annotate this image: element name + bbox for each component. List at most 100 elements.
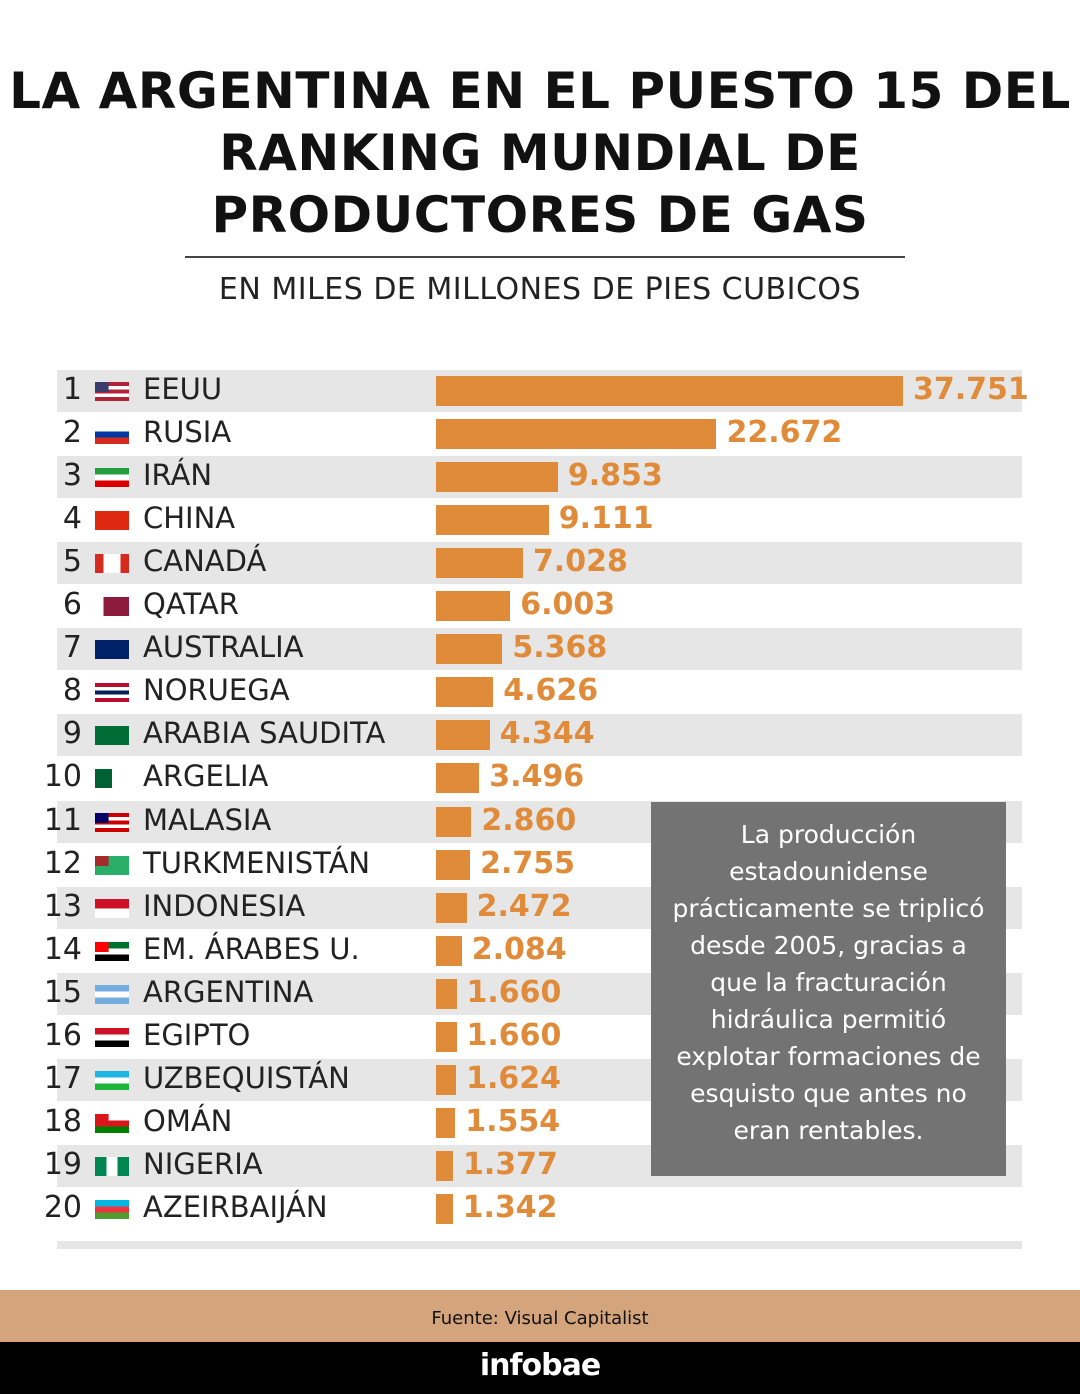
rank-label: 4: [62, 501, 82, 537]
table-row: 4 CHINA 9.111: [57, 499, 1022, 541]
bar: [436, 892, 467, 923]
country-label: UZBEQUISTÁN: [143, 1060, 350, 1095]
bar: [436, 720, 490, 751]
country-label: CANADÁ: [143, 544, 267, 579]
rank-label: 7: [62, 630, 82, 666]
country-label: OMÁN: [143, 1103, 233, 1138]
value-label: 22.672: [726, 415, 843, 451]
flag-icon: [95, 554, 129, 574]
value-label: 9.111: [558, 501, 654, 537]
rank-label: 20: [43, 1189, 82, 1225]
bar: [436, 1064, 457, 1095]
bar: [436, 591, 511, 622]
country-label: EGIPTO: [143, 1017, 251, 1052]
rank-label: 3: [62, 458, 82, 494]
country-label: ARGENTINA: [143, 974, 314, 1009]
flag-icon: [95, 1156, 129, 1176]
value-label: 4.344: [499, 716, 595, 752]
value-label: 1.624: [466, 1060, 561, 1096]
country-label: ARABIA SAUDITA: [143, 716, 386, 751]
table-row: 1 EEUU 37.751: [57, 370, 1029, 412]
bar: [436, 1021, 457, 1052]
table-row: 3 IRÁN 9.853: [57, 456, 1022, 499]
bar: [436, 763, 480, 794]
value-label: 3.496: [489, 759, 585, 795]
rank-label: 10: [43, 759, 82, 795]
table-row: 6 QATAR 6.003: [57, 585, 1022, 627]
flag-icon: [95, 1113, 129, 1133]
flag-icon: [95, 382, 129, 401]
table-row: 8 NORUEGA 4.626: [57, 671, 1022, 713]
rank-label: 16: [43, 1017, 82, 1053]
flag-icon: [95, 511, 129, 531]
country-label: INDONESIA: [143, 888, 306, 923]
chart-subtitle: EN MILES DE MILLONES DE PIES CUBICOS: [218, 272, 862, 307]
country-label: RUSIA: [143, 415, 232, 450]
rank-label: 15: [43, 974, 82, 1010]
bar: [436, 1193, 453, 1224]
flag-icon: [95, 726, 129, 746]
table-row: 12 TURKMENISTÁN 2.755: [44, 844, 1022, 886]
value-label: 1.660: [466, 1017, 562, 1053]
flag-icon: [95, 640, 129, 660]
value-label: 5.368: [512, 630, 608, 666]
bar: [436, 548, 523, 579]
country-label: NIGERIA: [143, 1146, 263, 1181]
table-row: 2 RUSIA 22.672: [57, 413, 1022, 455]
bar: [436, 1150, 454, 1181]
bar: [436, 677, 494, 708]
rank-label: 11: [43, 802, 82, 838]
country-label: TURKMENISTÁN: [143, 845, 371, 880]
table-row: 16 EGIPTO 1.660: [44, 1016, 1022, 1058]
value-label: 9.853: [567, 458, 663, 494]
country-label: CHINA: [143, 501, 236, 536]
flag-icon: [95, 468, 129, 488]
country-label: EEUU: [143, 372, 223, 406]
rank-label: 18: [43, 1103, 82, 1139]
value-label: 37.751: [913, 372, 1029, 407]
bar: [436, 849, 471, 880]
rank-label: 6: [62, 587, 82, 623]
flag-icon: [95, 812, 129, 832]
flag-icon: [95, 1199, 129, 1219]
country-label: QATAR: [143, 587, 239, 622]
rank-label: 14: [43, 931, 82, 967]
value-label: 1.342: [462, 1189, 558, 1225]
table-row: 14 EM. ÁRABES U. 2.084: [44, 930, 1022, 972]
rank-label: 17: [43, 1060, 82, 1096]
value-label: 2.860: [481, 802, 577, 838]
country-label: IRÁN: [143, 458, 213, 493]
bar: [436, 935, 462, 966]
country-label: EM. ÁRABES U.: [143, 931, 360, 966]
table-row: 5 CANADÁ 7.028: [57, 542, 1022, 585]
flag-icon: [95, 1027, 129, 1047]
bar: [436, 634, 503, 665]
flag-icon: [95, 984, 129, 1004]
table-row: 18 OMÁN 1.554: [44, 1102, 1022, 1144]
flag-icon: [95, 769, 129, 789]
chart-baseline: [57, 1241, 1022, 1249]
flag-icon: [95, 898, 129, 918]
title-divider: [185, 256, 905, 258]
country-label: AUSTRALIA: [143, 630, 304, 665]
bar: [436, 978, 457, 1009]
brand-band: infobae: [0, 1342, 1080, 1394]
chart-title: LA ARGENTINA EN EL PUESTO 15 DEL RANKING…: [9, 62, 1071, 244]
rank-label: 1: [62, 372, 82, 407]
flag-icon: [95, 855, 129, 875]
value-label: 2.084: [471, 931, 567, 967]
rank-label: 2: [62, 415, 82, 451]
value-label: 1.554: [465, 1103, 561, 1139]
country-label: MALASIA: [143, 802, 272, 837]
bar: [436, 462, 558, 493]
value-label: 2.755: [480, 845, 575, 881]
bar: [436, 376, 903, 406]
rank-label: 9: [62, 716, 82, 752]
value-label: 6.003: [520, 587, 616, 623]
value-label: 1.660: [466, 974, 562, 1010]
flag-icon: [95, 683, 129, 703]
table-row: 7 AUSTRALIA 5.368: [57, 628, 1022, 671]
country-label: AZEIRBAIJÁN: [143, 1189, 328, 1224]
rank-label: 13: [43, 888, 82, 924]
rank-label: 5: [62, 544, 82, 580]
